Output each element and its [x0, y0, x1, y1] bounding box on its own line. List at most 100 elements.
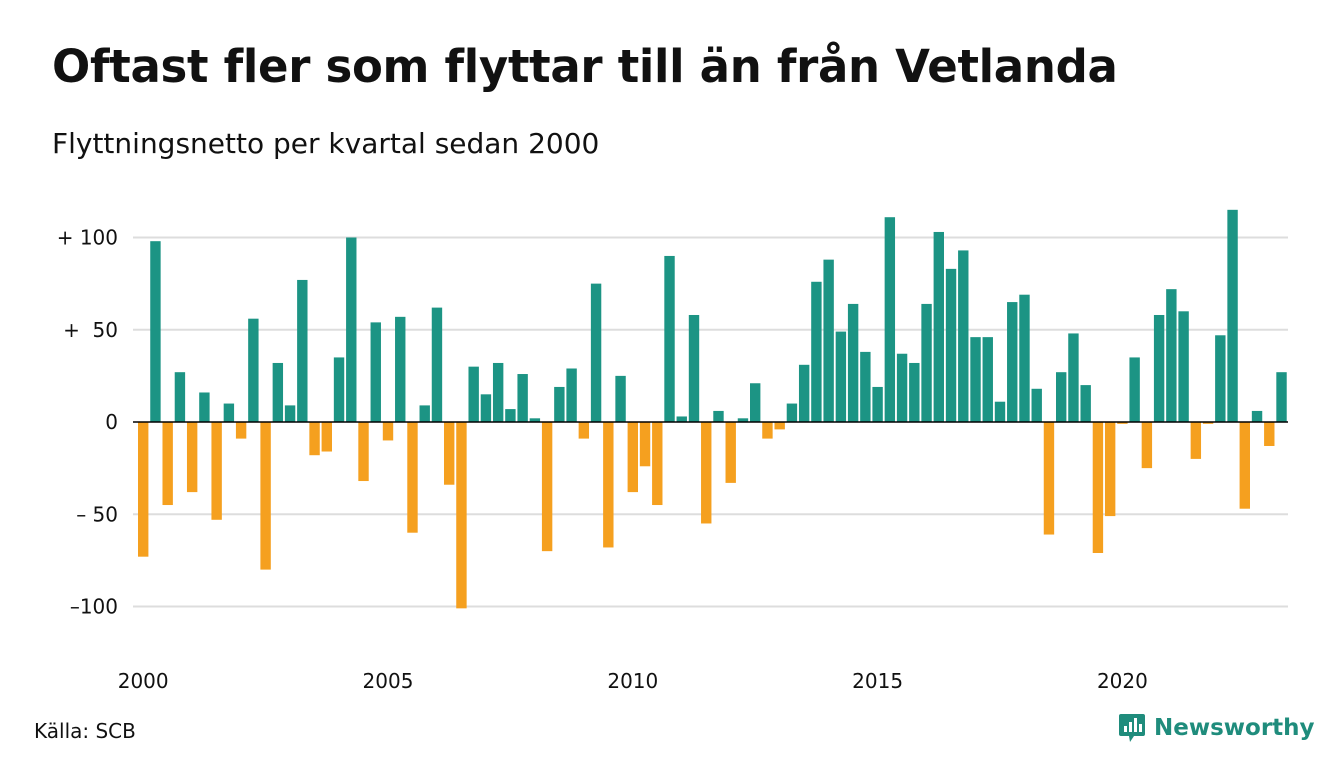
bar-positive	[566, 368, 577, 422]
bar-negative	[1190, 422, 1202, 459]
bar-negative	[725, 422, 736, 483]
bar-negative	[309, 422, 320, 456]
bar-positive	[370, 322, 381, 422]
brand-name: Newsworthy	[1154, 715, 1315, 741]
bar-positive	[505, 409, 516, 422]
bar-positive	[395, 316, 406, 422]
bar-positive	[517, 374, 528, 422]
bar-negative	[382, 422, 394, 441]
bar-positive	[688, 314, 700, 422]
bar-positive	[529, 418, 541, 422]
bar-negative	[260, 422, 271, 570]
y-tick-label: + 50	[63, 318, 118, 342]
bar-negative	[701, 422, 712, 524]
bar-negative	[1141, 422, 1153, 469]
bar-positive	[223, 403, 235, 422]
bar-positive	[896, 353, 908, 422]
bar-positive	[1031, 388, 1042, 422]
bar-positive	[1129, 357, 1140, 422]
bar-positive	[199, 392, 210, 422]
bar-positive	[1019, 294, 1030, 422]
bar-positive	[884, 217, 896, 422]
bar-positive	[664, 255, 675, 422]
bar-negative	[652, 422, 663, 506]
bar-positive	[468, 366, 479, 422]
bar-positive	[492, 362, 504, 422]
bar-negative	[639, 422, 651, 467]
bar-negative	[627, 422, 638, 493]
bar-positive	[970, 337, 981, 422]
bar-negative	[762, 422, 773, 439]
bar-negative	[1117, 422, 1128, 424]
bar-negative	[774, 422, 785, 430]
bar-positive	[847, 303, 859, 422]
bar-negative	[407, 422, 418, 533]
bar-negative	[1264, 422, 1275, 446]
bar-negative	[1104, 422, 1116, 517]
brand-logo: Newsworthy	[1118, 712, 1315, 744]
bar-negative	[456, 422, 467, 609]
bar-positive	[1276, 372, 1287, 422]
bar-positive	[248, 318, 259, 422]
y-tick-label: –100	[70, 595, 118, 619]
x-tick-label: 2010	[607, 669, 658, 693]
bar-negative	[578, 422, 590, 439]
bar-positive	[860, 351, 871, 422]
bar-positive	[994, 401, 1006, 422]
bar-positive	[945, 268, 957, 422]
bar-negative	[321, 422, 332, 452]
bar-positive	[333, 357, 345, 422]
bar-negative	[358, 422, 369, 482]
y-tick-label: – 50	[76, 502, 118, 526]
bar-positive	[1227, 209, 1238, 422]
bar-positive	[431, 307, 443, 422]
bar-negative	[1092, 422, 1104, 553]
chart-subtitle: Flyttningsnetto per kvartal sedan 2000	[52, 127, 600, 160]
bar-positive	[1153, 314, 1165, 422]
bar-positive	[480, 394, 492, 422]
bar-positive	[909, 362, 920, 422]
bar-positive	[150, 241, 161, 422]
bar-positive	[590, 283, 602, 422]
x-tick-label: 2015	[852, 669, 903, 693]
bar-positive	[174, 372, 186, 422]
bar-positive	[1068, 333, 1079, 422]
x-tick-label: 2005	[363, 669, 414, 693]
bar-positive	[1251, 410, 1263, 422]
bar-positive	[272, 362, 284, 422]
bar-positive	[1166, 289, 1177, 422]
bar-negative	[138, 422, 149, 557]
bar-positive	[1007, 302, 1018, 422]
bar-negative	[541, 422, 553, 552]
bar-negative	[211, 422, 222, 520]
bar-positive	[921, 303, 932, 422]
bar-positive	[1080, 385, 1091, 422]
x-tick-label: 2020	[1097, 669, 1148, 693]
bar-positive	[750, 383, 761, 422]
bar-positive	[346, 237, 357, 422]
bar-positive	[713, 410, 724, 422]
bar-positive	[284, 405, 296, 422]
bar-positive	[823, 259, 834, 422]
y-tick-label: + 100	[57, 226, 118, 250]
bar-positive	[1215, 335, 1226, 422]
bar-chart: + 100 + 50 0 – 50 –100 2000 2005 2010 2015 2020	[57, 209, 1288, 693]
bar-positive	[982, 337, 993, 422]
bar-negative	[186, 422, 198, 493]
bar-positive	[798, 364, 810, 422]
bar-negative	[603, 422, 614, 548]
chart-title: Oftast fler som flyttar till än från Vet…	[52, 40, 1118, 93]
bar-positive	[419, 405, 430, 422]
bar-negative	[1202, 422, 1214, 424]
bar-negative	[1239, 422, 1250, 509]
bar-positive	[835, 331, 847, 422]
bar-positive	[615, 375, 626, 422]
bar-positive	[676, 416, 687, 422]
bar-negative	[162, 422, 173, 506]
bar-positive	[1056, 372, 1067, 422]
chart-bubble-icon	[1119, 714, 1145, 742]
bar-negative	[235, 422, 247, 439]
bar-negative	[1043, 422, 1055, 535]
bar-positive	[786, 403, 798, 422]
bar-positive	[811, 281, 822, 422]
